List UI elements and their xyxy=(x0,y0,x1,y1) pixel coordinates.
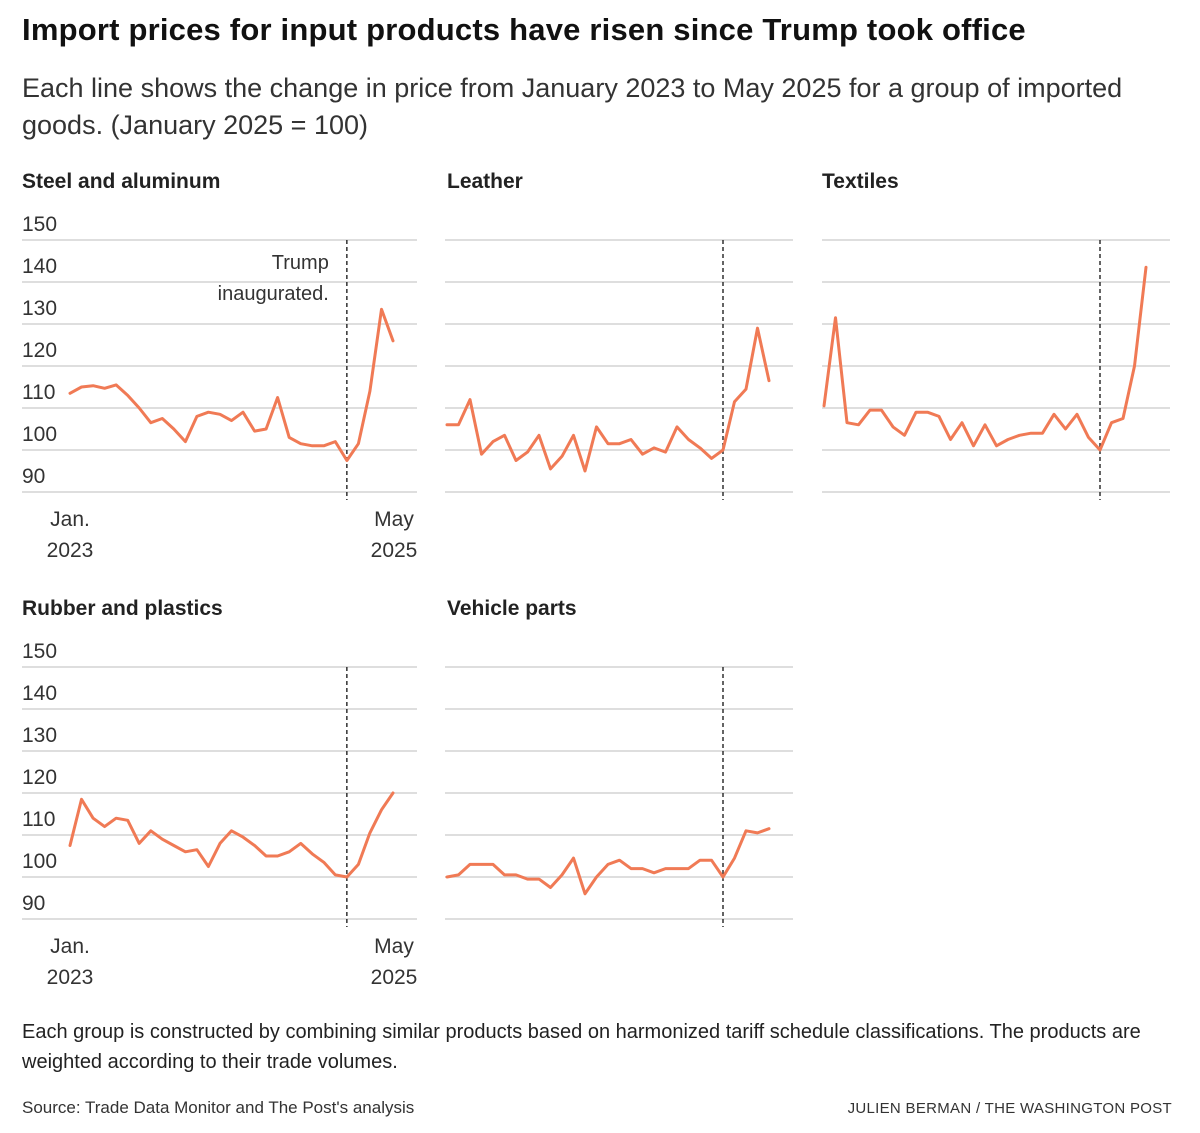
series-line xyxy=(822,265,1148,452)
y-tick-label: 120 xyxy=(22,766,57,789)
page-title: Import prices for input products have ri… xyxy=(22,12,1026,47)
panel-title: Leather xyxy=(447,170,523,193)
y-tick-label: 120 xyxy=(22,339,57,362)
x-start-label: Jan. xyxy=(50,935,90,958)
panel-title: Rubber and plastics xyxy=(22,597,223,620)
y-tick-label: 100 xyxy=(22,850,57,873)
x-end-label: May xyxy=(374,935,414,958)
page-subtitle: Each line shows the change in price from… xyxy=(22,73,1123,140)
y-tick-label: 90 xyxy=(22,892,45,915)
series-line xyxy=(445,326,771,473)
panel-title: Textiles xyxy=(822,170,899,193)
y-tick-label: 100 xyxy=(22,423,57,446)
source-line: Source: Trade Data Monitor and The Post'… xyxy=(22,1098,415,1117)
x-start-label: Jan. xyxy=(50,508,90,531)
series-line xyxy=(445,827,771,896)
credit-line: JULIEN BERMAN / THE WASHINGTON POST xyxy=(847,1100,1172,1117)
x-end-label: May xyxy=(374,508,414,531)
y-tick-label: 140 xyxy=(22,255,57,278)
x-end-label: 2025 xyxy=(371,539,418,562)
methodology-note: Each group is constructed by combining s… xyxy=(22,1021,1141,1073)
y-tick-label: 110 xyxy=(22,381,55,404)
y-tick-label: 110 xyxy=(22,808,55,831)
panel-textiles: Textiles xyxy=(822,170,1170,500)
series-line xyxy=(68,791,395,879)
panel-rubber-and-plastics: Rubber and plastics 150 140 130 120 110 100 90J… xyxy=(22,597,417,989)
reference-annotation: inaugurated. xyxy=(218,283,329,305)
y-tick-label: 140 xyxy=(22,682,57,705)
series-line xyxy=(68,307,395,462)
y-tick-label: 130 xyxy=(22,297,57,320)
reference-annotation: Trump xyxy=(272,252,329,274)
small-multiples-chart: Steel and aluminum 150 140 130 120 110 100 90 Tr… xyxy=(22,170,1170,989)
y-tick-label: 150 xyxy=(22,213,57,236)
panel-vehicle-parts: Vehicle parts xyxy=(445,597,793,927)
panel-leather: Leather xyxy=(445,170,793,500)
y-tick-label: 130 xyxy=(22,724,57,747)
y-tick-label: 90 xyxy=(22,465,45,488)
x-start-label: 2023 xyxy=(47,966,94,989)
panel-steel-and-aluminum: Steel and aluminum 150 140 130 120 110 100 90 Tr… xyxy=(22,170,417,562)
x-start-label: 2023 xyxy=(47,539,94,562)
panel-title: Vehicle parts xyxy=(447,597,577,620)
y-tick-label: 150 xyxy=(22,640,57,663)
x-end-label: 2025 xyxy=(371,966,418,989)
panel-title: Steel and aluminum xyxy=(22,170,220,193)
